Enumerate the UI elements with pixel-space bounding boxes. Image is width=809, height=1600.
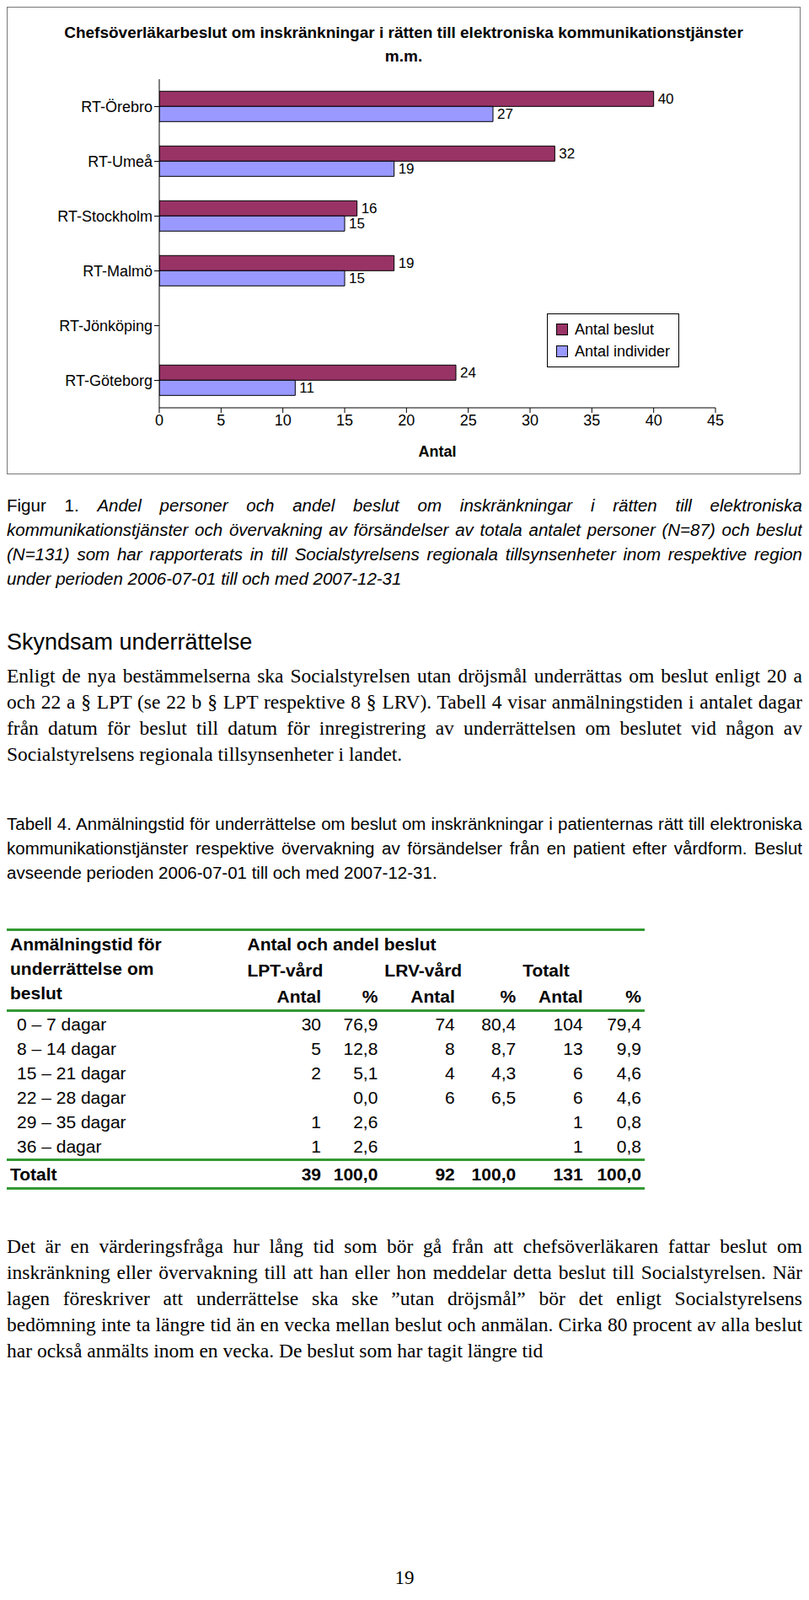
- html-text:4,6: 4,6: [616, 1087, 642, 1108]
- svg-text:32: 32: [558, 145, 575, 162]
- html-text:30: 30: [301, 1014, 322, 1035]
- svg-text:RT-Umeå: RT-Umeå: [87, 153, 154, 171]
- svg-text:5: 5: [216, 412, 226, 429]
- svg-text:0: 0: [155, 412, 164, 429]
- html-text:Anmälningstid för: Anmälningstid för: [10, 934, 162, 954]
- html-text:131: 131: [553, 1164, 583, 1185]
- html-text:0,8: 0,8: [616, 1112, 642, 1132]
- html-text:Chefsöverläkarbeslut om inskrä: Chefsöverläkarbeslut om inskränkningar i…: [64, 23, 744, 65]
- svg-text:45: 45: [707, 412, 724, 429]
- svg-text:16: 16: [361, 200, 378, 217]
- svg-text:35: 35: [583, 412, 601, 429]
- html-text:0,0: 0,0: [353, 1087, 378, 1108]
- html-text:1: 1: [311, 1136, 322, 1157]
- html-text:Antal individer: Antal individer: [574, 342, 671, 360]
- html-text:Det är en värderingsfråga hur: Det är en värderingsfråga hur lång tid s…: [6, 1235, 803, 1362]
- html-text:2: 2: [311, 1063, 322, 1083]
- html-text:100,0: 100,0: [596, 1164, 642, 1185]
- svg-text:15: 15: [348, 270, 365, 287]
- html-text:5: 5: [311, 1039, 322, 1059]
- html-text:6,5: 6,5: [491, 1087, 516, 1108]
- html-text:underrättelse om: underrättelse om: [10, 959, 154, 979]
- html-text:Antal och andel beslut: Antal och andel beslut: [247, 934, 437, 954]
- svg-text:11: 11: [299, 380, 315, 397]
- html-text:2,6: 2,6: [353, 1112, 378, 1132]
- html-text:Totalt: Totalt: [522, 960, 570, 981]
- html-text:0 – 7 dagar: 0 – 7 dagar: [16, 1014, 107, 1035]
- html-text:1: 1: [572, 1112, 583, 1132]
- html-text:1: 1: [572, 1136, 583, 1157]
- svg-text:RT-Jönköping: RT-Jönköping: [58, 317, 153, 335]
- html-text:9,9: 9,9: [616, 1039, 642, 1059]
- svg-text:27: 27: [497, 106, 514, 123]
- svg-text:RT-Malmö: RT-Malmö: [82, 262, 153, 280]
- svg-text:24: 24: [460, 364, 477, 381]
- svg-text:15: 15: [336, 412, 354, 429]
- svg-text:15: 15: [348, 215, 365, 232]
- html-text:79,4: 79,4: [606, 1014, 642, 1035]
- html-text:1: 1: [311, 1112, 322, 1132]
- html-text:5,1: 5,1: [353, 1063, 378, 1083]
- html-text:Antal beslut: Antal beslut: [574, 320, 655, 338]
- html-text:100,0: 100,0: [333, 1164, 378, 1185]
- html-text:Skyndsam underrättelse: Skyndsam underrättelse: [6, 629, 253, 655]
- html-text:4: 4: [445, 1063, 455, 1083]
- html-text:Antal: Antal: [276, 986, 322, 1007]
- html-text:LRV-vård: LRV-vård: [384, 960, 462, 981]
- html-text:Totalt: Totalt: [10, 1164, 57, 1185]
- html-text:8 – 14 dagar: 8 – 14 dagar: [16, 1039, 117, 1059]
- html-text:6: 6: [445, 1087, 455, 1108]
- html-text:74: 74: [435, 1014, 455, 1035]
- svg-text:40: 40: [645, 412, 663, 429]
- html-text:13: 13: [563, 1039, 583, 1059]
- svg-text:19: 19: [398, 160, 415, 177]
- html-text:39: 39: [301, 1164, 322, 1185]
- html-text:Enligt de nya bestämmelserna s: Enligt de nya bestämmelserna ska Socials…: [6, 664, 803, 766]
- html-text:LPT-vård: LPT-vård: [247, 960, 324, 981]
- html-text:Antal: Antal: [410, 986, 455, 1007]
- svg-text:RT-Göteborg: RT-Göteborg: [64, 372, 153, 390]
- html-text:76,9: 76,9: [343, 1014, 378, 1035]
- html-text:Tabell 4. Anmälningstid för un: Tabell 4. Anmälningstid för underrättels…: [6, 814, 803, 883]
- svg-text:RT-Stockholm: RT-Stockholm: [57, 208, 153, 226]
- html-text:104: 104: [553, 1014, 583, 1035]
- html-text:Andel personer och andel beslu: Andel personer och andel beslut om inskr…: [6, 495, 803, 589]
- svg-text:40: 40: [658, 91, 675, 108]
- html-text:6: 6: [572, 1063, 583, 1083]
- html-text:22 – 28 dagar: 22 – 28 dagar: [16, 1087, 127, 1108]
- svg-text:RT-Örebro: RT-Örebro: [80, 98, 153, 116]
- html-text:2,6: 2,6: [353, 1136, 378, 1157]
- html-text:4,6: 4,6: [616, 1063, 642, 1083]
- svg-text:20: 20: [397, 412, 415, 429]
- html-text:92: 92: [435, 1164, 455, 1185]
- html-text:8: 8: [445, 1039, 455, 1059]
- html-text:0,8: 0,8: [616, 1136, 642, 1157]
- svg-text:30: 30: [521, 412, 539, 429]
- html-text:100,0: 100,0: [471, 1164, 516, 1185]
- html-text:19: 19: [394, 1567, 415, 1589]
- html-text:15 – 21 dagar: 15 – 21 dagar: [16, 1063, 127, 1083]
- svg-text:25: 25: [460, 412, 477, 429]
- svg-text:10: 10: [274, 412, 292, 429]
- html-text:36 – dagar: 36 – dagar: [16, 1136, 102, 1157]
- html-text:Antal: Antal: [538, 986, 583, 1007]
- svg-text:Antal: Antal: [418, 443, 457, 461]
- html-text:beslut: beslut: [10, 983, 63, 1003]
- svg-text:19: 19: [398, 255, 415, 272]
- html-text:Figur 1.: Figur 1.: [6, 495, 79, 515]
- html-text:6: 6: [572, 1087, 583, 1108]
- html-text:29 – 35 dagar: 29 – 35 dagar: [16, 1112, 127, 1132]
- html-text:8,7: 8,7: [491, 1039, 516, 1059]
- html-text:80,4: 80,4: [481, 1014, 516, 1035]
- html-text:12,8: 12,8: [343, 1039, 378, 1059]
- html-text:4,3: 4,3: [491, 1063, 516, 1083]
